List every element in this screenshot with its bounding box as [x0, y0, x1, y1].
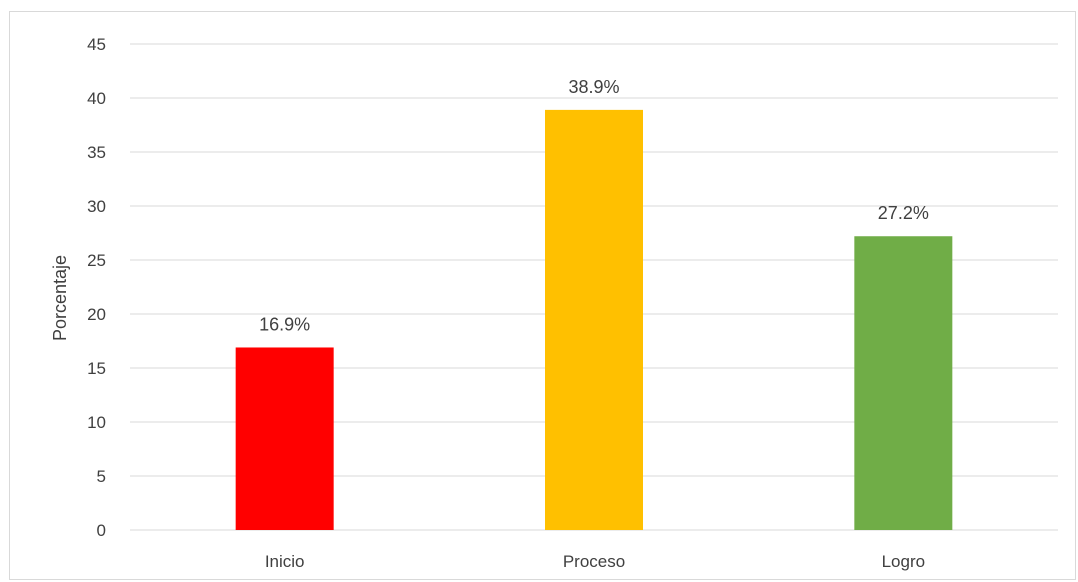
y-tick-label: 10: [87, 413, 106, 432]
x-tick-label: Inicio: [265, 552, 305, 571]
x-tick-label: Logro: [882, 552, 925, 571]
y-tick-label: 40: [87, 89, 106, 108]
data-label: 27.2%: [878, 203, 929, 223]
y-tick-label: 30: [87, 197, 106, 216]
y-tick-labels: 0 5 10 15 20 25 30 35 40 45: [87, 35, 106, 540]
bar-proceso: [545, 109, 643, 530]
y-tick-label: 15: [87, 359, 106, 378]
data-label: 38.9%: [568, 77, 619, 97]
y-tick-label: 0: [97, 521, 106, 540]
y-axis-title: Porcentaje: [50, 255, 70, 341]
bar-logro: [854, 236, 953, 531]
y-tick-label: 45: [87, 35, 106, 54]
y-tick-label: 35: [87, 143, 106, 162]
x-tick-label: Proceso: [563, 552, 625, 571]
y-tick-label: 25: [87, 251, 106, 270]
x-tick-labels: Inicio Proceso Logro: [265, 552, 925, 571]
bar-inicio: [235, 347, 334, 530]
y-tick-label: 20: [87, 305, 106, 324]
y-tick-label: 5: [97, 467, 106, 486]
bars: [235, 109, 953, 531]
data-labels: 16.9% 38.9% 27.2%: [259, 77, 929, 335]
data-label: 16.9%: [259, 314, 310, 334]
